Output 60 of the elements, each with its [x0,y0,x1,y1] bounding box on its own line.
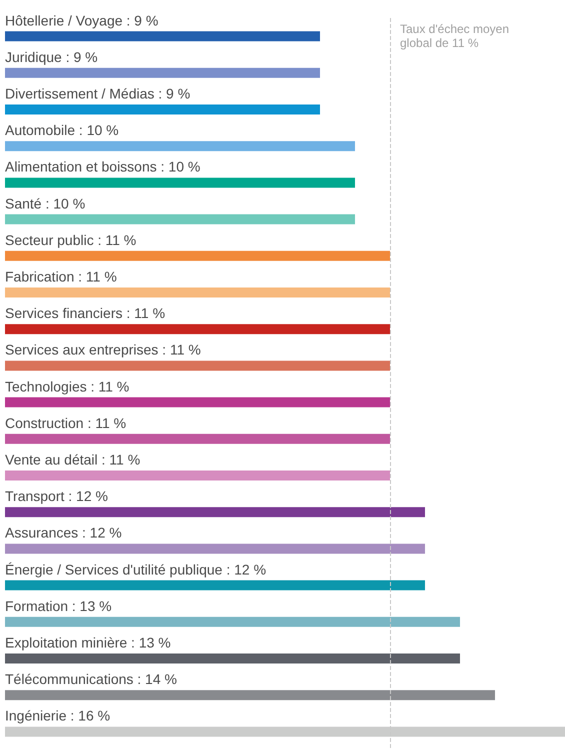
y-tick-label: Construction [5,414,84,431]
bar [5,616,460,627]
y-tick-label: Exploitation minière [5,634,128,650]
data-label: : 12 % [82,524,122,541]
y-tick-label: Vente au détail [5,452,98,468]
y-tick-label: Services aux entreprises [5,342,158,358]
data-label: : 9 % [66,48,98,65]
bar [5,397,390,408]
y-tick-label: Alimentation et boissons [5,158,157,175]
bar [5,434,390,444]
y-tick-label: Formation [5,598,68,614]
y-tick-label: Ingénierie [5,708,67,724]
bar [5,654,460,664]
bar [5,141,355,152]
bar [5,690,495,700]
data-label: : 11 % [90,378,130,394]
data-label: : 10 % [160,158,200,175]
y-tick-label: Automobile [5,122,76,138]
y-tick-label: Assurances [5,524,78,541]
y-tick-label: Divertissement / Médias [5,86,154,102]
data-label: : 11 % [102,452,140,468]
bar [5,544,425,554]
y-tick-label: Énergie / Services d'utilité publique [5,561,223,578]
data-label: : 11 % [162,342,201,358]
data-label: : 11 % [78,268,117,284]
bar [5,178,355,188]
bar [5,580,425,590]
y-tick-label: Santé [5,195,42,212]
bar [5,104,320,114]
bar [5,360,390,371]
bar [5,288,390,298]
y-tick-label: Fabrication [5,268,74,284]
bar [5,324,390,334]
data-label: : 13 % [131,634,171,650]
y-tick-label: Juridique [5,48,62,65]
y-tick-label: Télécommunications [5,671,134,688]
y-tick-label: Services financiers [5,305,122,322]
data-label: : 13 % [72,598,112,614]
data-label: : 12 % [68,488,108,504]
y-tick-label: Hôtellerie / Voyage [5,12,123,28]
data-label: : 11 % [98,232,136,248]
data-label: : 10 % [45,195,86,212]
data-label: : 9 % [126,12,158,28]
data-label: : 10 % [78,122,119,138]
bar [5,507,425,518]
data-label: : 9 % [158,86,190,102]
bar [5,470,390,480]
data-label: : 16 % [70,708,110,724]
bar [5,31,320,42]
data-label: : 11 % [126,305,166,322]
data-label: : 12 % [226,561,266,578]
ref-line-label: Taux d'échec moyen global de 11 % [400,22,512,50]
bar [5,214,355,224]
y-tick-label: Transport [5,488,64,504]
y-tick-label: Technologies [5,378,87,394]
data-label: : 14 % [137,671,177,688]
data-label: : 11 % [87,414,126,431]
y-tick-label: Secteur public [5,232,94,248]
bar [5,250,390,261]
bar [5,68,320,78]
